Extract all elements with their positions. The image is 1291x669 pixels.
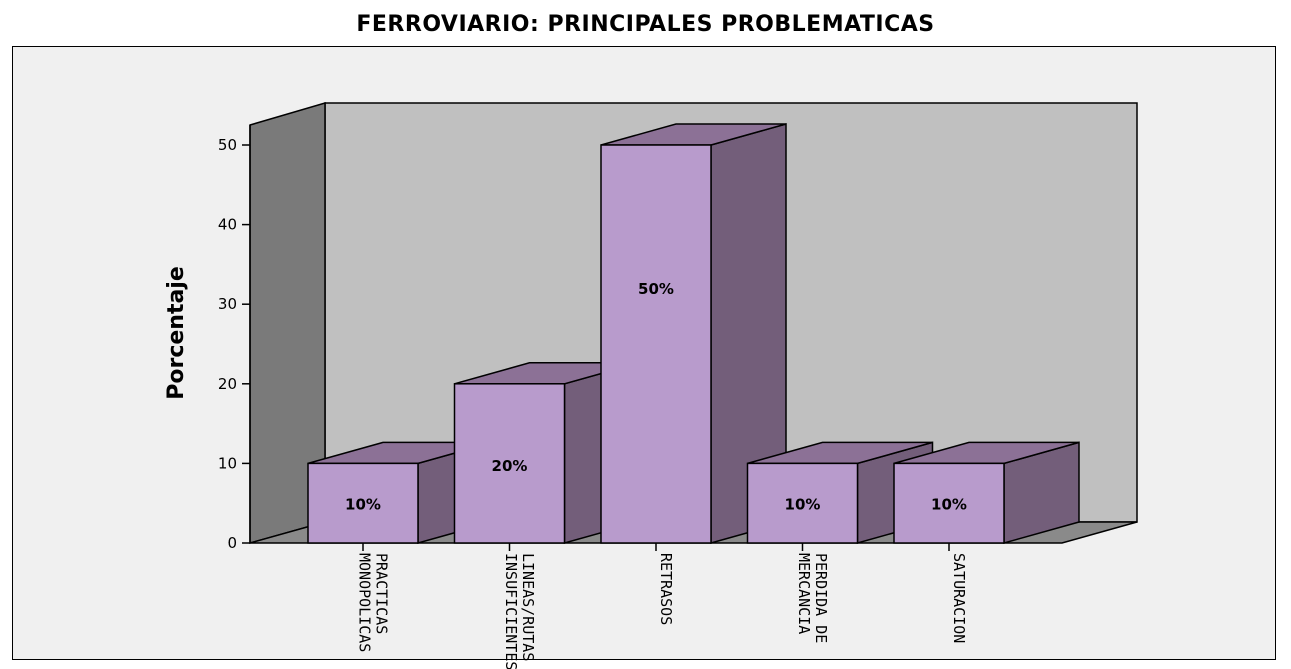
y-tick-label: 50 [218,136,237,154]
bar: 10% [893,441,1080,544]
bar-front [746,462,859,544]
x-tick-label: RETRASOS [657,553,675,625]
chart-title: FERROVIARIO: PRINCIPALES PROBLEMATICAS [356,12,935,37]
x-tick-label-line: LINEAS/RUTAS [519,553,537,661]
x-tick-label-line: PRACTICAS [373,553,391,634]
x-tick-label-line: PERDIDA DE [812,553,830,643]
bar-front [453,383,566,544]
y-tick-label: 0 [227,534,237,552]
x-tick-label-line: MERCANCIA [795,553,813,634]
y-tick-label: 40 [218,216,237,234]
x-tick-label-line: SATURACION [950,553,968,643]
x-tick-label: SATURACION [950,553,968,643]
bar-front [893,462,1005,544]
y-tick-label: 20 [218,375,237,393]
bar-front [307,462,419,544]
data-label: 10% [785,495,821,513]
data-label: 10% [345,495,381,513]
bar-front [600,144,712,544]
data-label: 20% [492,457,528,475]
x-tick-label-line: MONOPOLICAS [356,553,374,652]
bar: 50% [600,123,787,544]
data-label: 10% [931,495,967,513]
data-label: 50% [638,280,674,298]
x-tick-label-line: RETRASOS [657,553,675,625]
y-tick-label: 10 [218,454,237,472]
x-tick-label-line: INSUFICIENTES [502,553,520,669]
y-tick-label: 30 [218,295,237,313]
y-axis-title: Porcentaje [164,266,189,400]
